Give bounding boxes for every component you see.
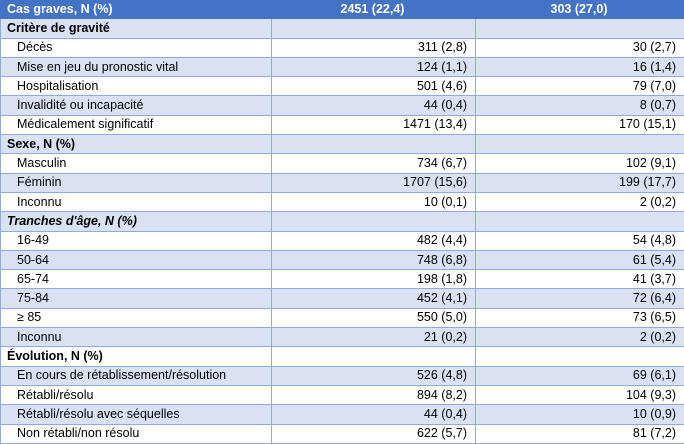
row-value-col-2: 102 (9,1) [476, 154, 684, 173]
row-value-col-2: 54 (4,8) [476, 231, 684, 250]
section-empty-cell [476, 347, 684, 366]
row-value-col-2: 73 (6,5) [476, 308, 684, 327]
row-label: Rétabli/résolu [1, 385, 272, 404]
section-empty-cell [476, 212, 684, 231]
section-empty-cell [272, 135, 476, 154]
section-header-row: Critère de gravité [1, 19, 684, 38]
section-empty-cell [272, 19, 476, 38]
section-header-row: Évolution, N (%) [1, 347, 684, 366]
row-value-col-2: 81 (7,2) [476, 424, 684, 443]
row-value-col-2: 30 (2,7) [476, 38, 684, 57]
row-label: Rétabli/résolu avec séquelles [1, 405, 272, 424]
header-col-1: 2451 (22,4) [272, 0, 476, 19]
section-empty-cell [476, 135, 684, 154]
row-value-col-2: 104 (9,3) [476, 385, 684, 404]
row-value-col-2: 79 (7,0) [476, 77, 684, 96]
section-empty-cell [272, 347, 476, 366]
row-label: Féminin [1, 173, 272, 192]
table-header-row: Cas graves, N (%) 2451 (22,4) 303 (27,0) [1, 0, 684, 19]
row-label: Non rétabli/non résolu [1, 424, 272, 443]
row-label: Masculin [1, 154, 272, 173]
row-label: ≥ 85 [1, 308, 272, 327]
row-value-col-1: 622 (5,7) [272, 424, 476, 443]
row-value-col-1: 124 (1,1) [272, 57, 476, 76]
section-header-row: Sexe, N (%) [1, 135, 684, 154]
section-title: Évolution, N (%) [1, 347, 272, 366]
row-label: En cours de rétablissement/résolution [1, 366, 272, 385]
section-title: Sexe, N (%) [1, 135, 272, 154]
row-label: Décès [1, 38, 272, 57]
row-value-col-1: 311 (2,8) [272, 38, 476, 57]
row-value-col-1: 1471 (13,4) [272, 115, 476, 134]
section-empty-cell [476, 19, 684, 38]
row-value-col-2: 199 (17,7) [476, 173, 684, 192]
row-value-col-2: 2 (0,2) [476, 328, 684, 347]
row-label: Médicalement significatif [1, 115, 272, 134]
row-value-col-1: 734 (6,7) [272, 154, 476, 173]
row-value-col-1: 748 (6,8) [272, 250, 476, 269]
row-value-col-1: 21 (0,2) [272, 328, 476, 347]
row-label: 75-84 [1, 289, 272, 308]
row-value-col-1: 44 (0,4) [272, 96, 476, 115]
header-col-2: 303 (27,0) [476, 0, 684, 19]
row-label: 50-64 [1, 250, 272, 269]
header-label: Cas graves, N (%) [1, 0, 272, 19]
section-header-row: Tranches d'âge, N (%) [1, 212, 684, 231]
row-value-col-1: 526 (4,8) [272, 366, 476, 385]
row-value-col-2: 10 (0,9) [476, 405, 684, 424]
row-value-col-2: 170 (15,1) [476, 115, 684, 134]
row-value-col-2: 16 (1,4) [476, 57, 684, 76]
row-value-col-2: 72 (6,4) [476, 289, 684, 308]
row-value-col-1: 44 (0,4) [272, 405, 476, 424]
row-value-col-2: 69 (6,1) [476, 366, 684, 385]
row-value-col-2: 8 (0,7) [476, 96, 684, 115]
section-title: Critère de gravité [1, 19, 272, 38]
row-label: Mise en jeu du pronostic vital [1, 57, 272, 76]
row-label: Invalidité ou incapacité [1, 96, 272, 115]
row-label: Inconnu [1, 328, 272, 347]
row-value-col-1: 10 (0,1) [272, 192, 476, 211]
row-label: 16-49 [1, 231, 272, 250]
row-value-col-2: 2 (0,2) [476, 192, 684, 211]
row-label: 65-74 [1, 270, 272, 289]
row-value-col-1: 198 (1,8) [272, 270, 476, 289]
row-value-col-1: 482 (4,4) [272, 231, 476, 250]
row-label: Inconnu [1, 192, 272, 211]
row-value-col-1: 894 (8,2) [272, 385, 476, 404]
row-value-col-2: 61 (5,4) [476, 250, 684, 269]
row-value-col-1: 550 (5,0) [272, 308, 476, 327]
row-value-col-1: 1707 (15,6) [272, 173, 476, 192]
section-empty-cell [272, 212, 476, 231]
row-value-col-1: 501 (4,6) [272, 77, 476, 96]
row-label: Hospitalisation [1, 77, 272, 96]
row-value-col-1: 452 (4,1) [272, 289, 476, 308]
row-value-col-2: 41 (3,7) [476, 270, 684, 289]
section-title: Tranches d'âge, N (%) [1, 212, 272, 231]
